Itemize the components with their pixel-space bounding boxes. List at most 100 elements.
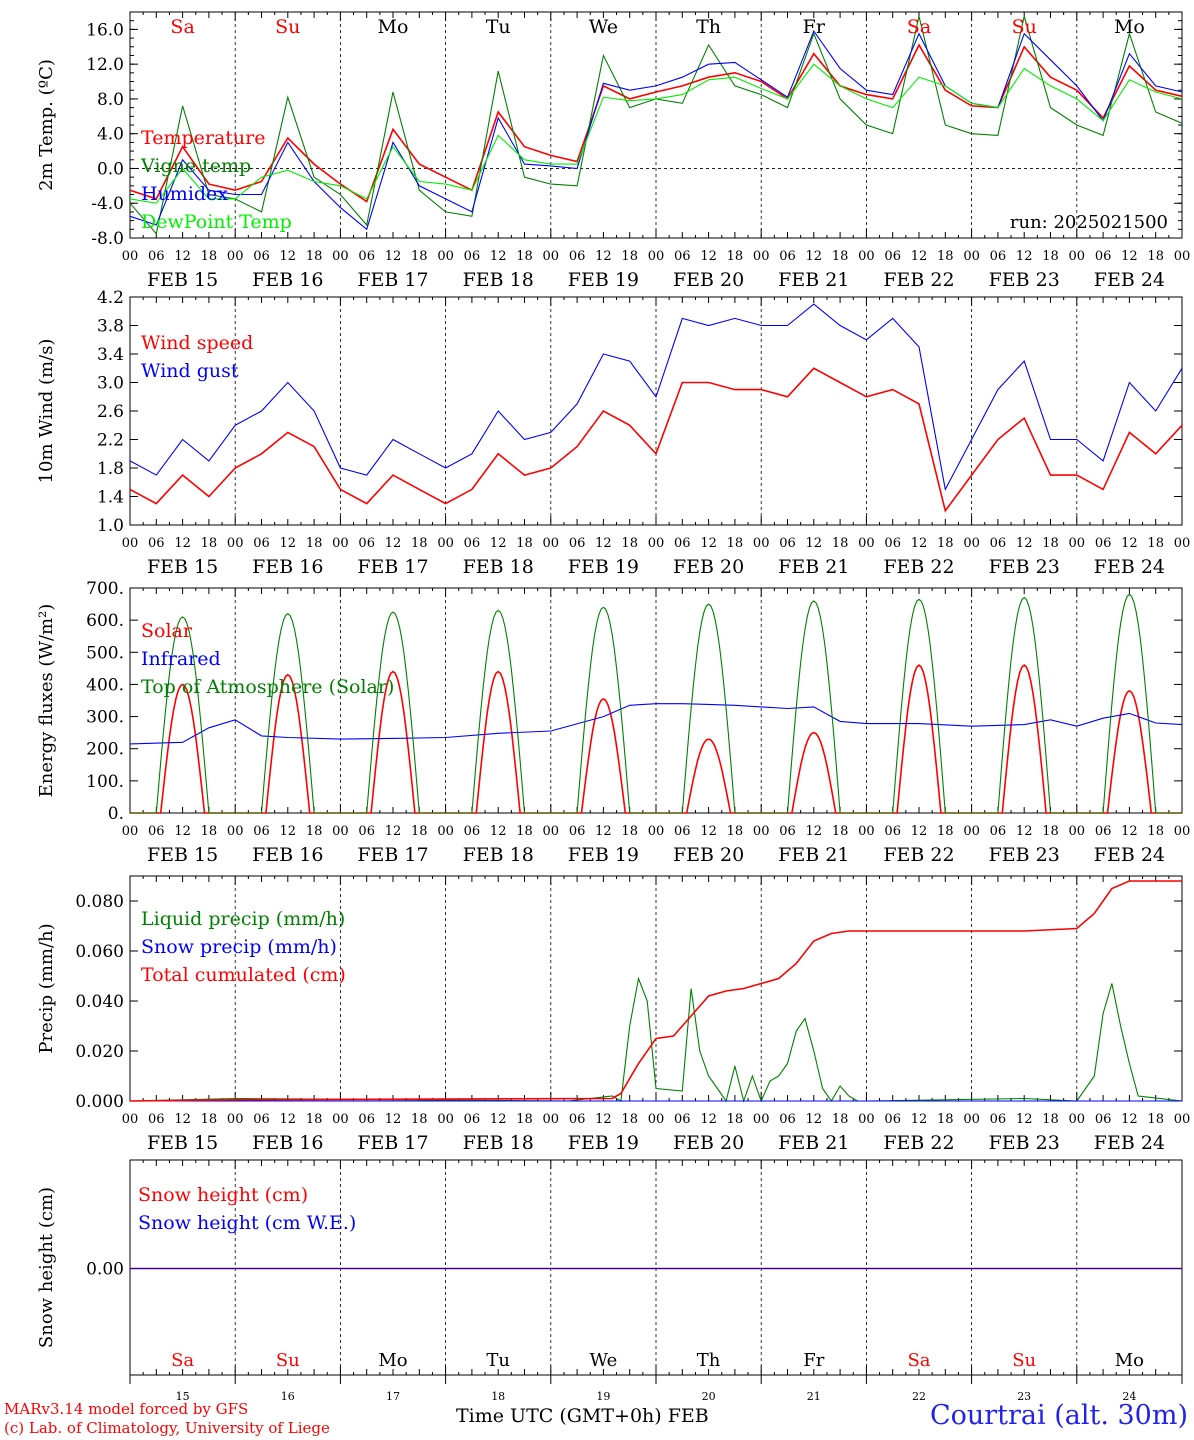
time-axis-month: FEB: [667, 1405, 709, 1427]
hour-label: 12: [1016, 536, 1033, 551]
panel-4: 0.000 0.020 0.040 0.060 0.080 Precip (mm/h) Li…: [36, 875, 1183, 1112]
time-axis-label: Time UTC (GMT+0h) FEB: [456, 1405, 709, 1427]
hour-label: 12: [280, 1112, 297, 1127]
day-name: Fr: [803, 1350, 824, 1371]
hour-label: 18: [306, 536, 323, 551]
y-tick-label: 4.0: [97, 125, 124, 145]
day-number: 22: [912, 1390, 926, 1403]
panel-3: 0. 100. 200. 300. 400. 500. 600. 700. Energy flu…: [36, 579, 1183, 824]
y-tick-label: 700.: [86, 579, 124, 599]
y-tick-label: 500.: [86, 643, 124, 663]
hour-label: 18: [621, 1112, 638, 1127]
hour-label: 18: [201, 1112, 218, 1127]
hour-label: 12: [700, 1112, 717, 1127]
hour-label: 12: [806, 1112, 823, 1127]
hour-label: 06: [1095, 824, 1112, 839]
hour-label: 00: [858, 536, 875, 551]
x-axis-1: 00 06 12 18 FEB 15 00 06 12 18 FEB 16 00 06 12 18 FEB …: [122, 249, 1191, 291]
date-label: FEB 18: [463, 844, 534, 866]
hour-label: 18: [621, 824, 638, 839]
date-label: FEB 19: [568, 556, 639, 578]
day-name: Th: [696, 16, 721, 38]
hour-label: 00: [543, 249, 560, 264]
hour-label: 00: [648, 824, 665, 839]
hour-label: 06: [779, 249, 796, 264]
legend-entry: Vigne temp: [140, 155, 251, 177]
hour-label: 12: [595, 536, 612, 551]
y-axis-label: 2m Temp. (ºC): [36, 59, 57, 191]
day-name: Sa: [170, 16, 194, 38]
y-axis-label: 10m Wind (m/s): [36, 339, 57, 484]
hour-label: 06: [1095, 249, 1112, 264]
day-names-top: Sa Su Mo Tu We Th Fr Sa Su Mo: [170, 16, 1144, 38]
series-line: [130, 593, 1182, 814]
hour-label: 18: [306, 249, 323, 264]
day-name: Mo: [378, 16, 409, 38]
hour-label: 18: [516, 249, 533, 264]
y-tick-label: 8.0: [97, 90, 124, 110]
day-name: Mo: [1114, 16, 1145, 38]
date-label: FEB 20: [673, 1132, 744, 1154]
hour-label: 00: [332, 249, 349, 264]
hour-label: 06: [990, 824, 1007, 839]
y-tick-label: -8.0: [91, 229, 124, 249]
date-label: FEB 15: [147, 556, 218, 578]
legend-entry: Snow height (cm W.E.): [138, 1212, 356, 1234]
hour-label: 18: [306, 1112, 323, 1127]
date-label: FEB 21: [778, 844, 849, 866]
hour-label: 06: [148, 536, 165, 551]
panel-2: 1.0 1.4 1.8 2.2 2.6 3.0 3.4 3.8 4.2 10m Wind (m/s…: [36, 288, 1183, 536]
hour-label: 18: [411, 536, 428, 551]
hour-label: 12: [174, 824, 191, 839]
hour-label: 00: [963, 249, 980, 264]
date-label: FEB 23: [989, 1132, 1060, 1154]
credit-line-2: (c) Lab. of Climatology, University of L…: [4, 1419, 330, 1437]
hour-label: 00: [753, 824, 770, 839]
hour-label: 18: [201, 536, 218, 551]
hour-label: 18: [937, 824, 954, 839]
hour-label: 06: [884, 536, 901, 551]
hour-label: 00: [858, 824, 875, 839]
hour-label: 18: [937, 1112, 954, 1127]
hour-label: 00: [332, 824, 349, 839]
hour-label: 12: [1121, 249, 1138, 264]
hour-label: 06: [674, 249, 691, 264]
x-axis-2: 00 06 12 18 FEB 15 00 06 12 18 FEB 16 00 06 12 18 FEB …: [122, 536, 1191, 578]
hour-label: 12: [911, 1112, 928, 1127]
panel-5: 0.00 Snow height (cm) Snow height (cm) Snow…: [36, 1159, 1183, 1376]
series-line: [129, 63, 1183, 204]
day-name: Mo: [1115, 1350, 1144, 1371]
series-line: [129, 880, 1182, 1102]
hour-label: 00: [1069, 536, 1086, 551]
hour-label: 06: [464, 1112, 481, 1127]
series-line: [129, 976, 1183, 1103]
date-label: FEB 21: [778, 269, 849, 291]
hour-label: 00: [648, 1112, 665, 1127]
hour-label: 18: [1147, 249, 1164, 264]
legend-entry: Wind speed: [141, 332, 253, 354]
hour-label: 18: [937, 536, 954, 551]
hour-label: 18: [1147, 1112, 1164, 1127]
hour-label: 00: [1174, 824, 1191, 839]
legend-entry: Humidex: [141, 183, 228, 205]
hour-label: 12: [806, 824, 823, 839]
hour-label: 12: [911, 536, 928, 551]
hour-label: 12: [174, 536, 191, 551]
day-name: Tu: [486, 16, 511, 38]
legend-entry: Total cumulated (cm): [141, 964, 346, 986]
time-axis-title: Time UTC (GMT+0h): [456, 1405, 662, 1427]
hour-label: 18: [306, 824, 323, 839]
hour-label: 18: [411, 249, 428, 264]
day-name: Th: [697, 1350, 721, 1371]
hour-label: 06: [569, 249, 586, 264]
hour-label: 06: [148, 249, 165, 264]
hour-label: 12: [806, 249, 823, 264]
hour-label: 18: [937, 249, 954, 264]
hour-label: 12: [490, 1112, 507, 1127]
date-label: FEB 20: [673, 556, 744, 578]
hour-label: 18: [1042, 536, 1059, 551]
day-name: Sa: [171, 1350, 194, 1371]
date-label: FEB 23: [989, 844, 1060, 866]
hour-label: 12: [700, 824, 717, 839]
